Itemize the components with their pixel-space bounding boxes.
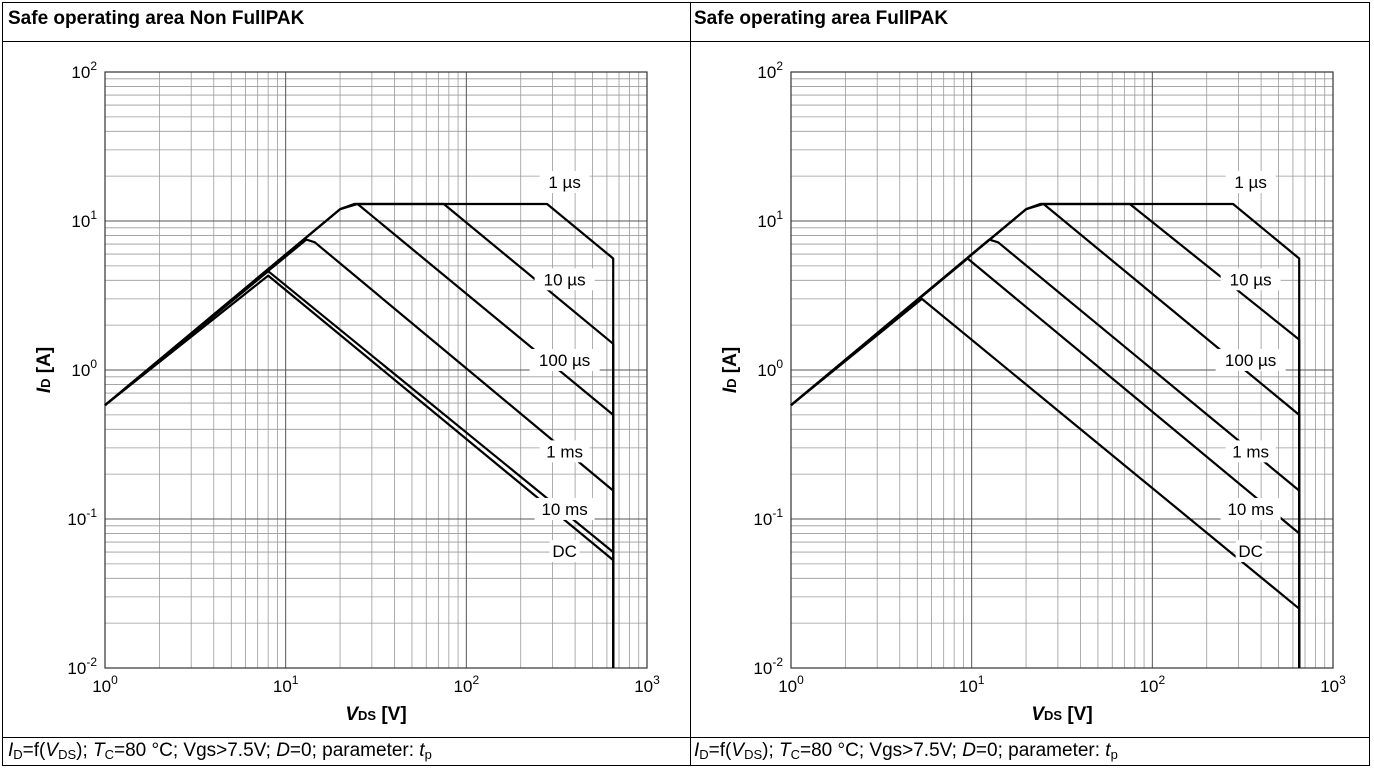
panel-title-fullpak: Safe operating area FullPAK: [694, 8, 949, 29]
y-tick-label: 10-2: [67, 655, 97, 678]
curve-label-1-us: 1 µs: [548, 173, 580, 192]
x-tick-label: 102: [1140, 673, 1166, 696]
curve-label-bg: [1215, 348, 1286, 371]
x-tick-label: 100: [778, 673, 804, 696]
series-line-10-ms: [790, 257, 1301, 668]
y-axis-label: ID [A]: [720, 347, 741, 393]
panel-title-non-fullpak: Safe operating area Non FullPAK: [8, 8, 305, 29]
curve-label-bg: [549, 540, 580, 563]
y-tick-label: 101: [71, 208, 97, 231]
grid: [104, 71, 648, 669]
soa-chart-fullpak: 100 101 102 103 10-2 10-1 100 101 102 VDS [V] ID […: [720, 59, 1346, 725]
curve-label-bg: [529, 348, 600, 371]
caption-divider: [3, 737, 1369, 738]
caption-fullpak: ID=f(VDS); TC=80 °C; Vgs>7.5V; D=0; para…: [694, 740, 1118, 762]
curve-label-1-ms: 1 ms: [1232, 442, 1269, 461]
curve-label-bg: [534, 268, 595, 291]
x-tick-label: 103: [634, 673, 660, 696]
y-tick-label: 100: [757, 357, 783, 380]
x-tick-label: 101: [273, 673, 299, 696]
x-tick-label: 102: [454, 673, 480, 696]
y-tick-label: 102: [757, 59, 783, 82]
curve-label-bg: [1225, 170, 1276, 193]
curve-label-bg: [534, 497, 595, 520]
x-tick-label: 101: [959, 673, 985, 696]
series-line-1-ms: [104, 238, 615, 668]
y-axis-label: ID [A]: [34, 347, 55, 393]
y-tick-label: 102: [71, 59, 97, 82]
x-tick-label: 103: [1320, 673, 1346, 696]
curve-label-100-us: 100 µs: [539, 351, 590, 370]
curve-label-bg: [539, 440, 590, 463]
x-axis-label: VDS [V]: [1031, 704, 1092, 725]
curve-label-dc: DC: [1238, 542, 1263, 561]
plot-border: [104, 71, 648, 669]
curve-label-10-ms: 10 ms: [1227, 500, 1273, 519]
plot-border: [790, 71, 1334, 669]
y-tick-label: 10-2: [753, 655, 783, 678]
curve-label-bg: [1225, 440, 1276, 463]
caption-non-fullpak: ID=f(VDS); TC=80 °C; Vgs>7.5V; D=0; para…: [8, 740, 432, 762]
column-divider: [690, 3, 691, 765]
series-line-1-ms: [790, 238, 1301, 668]
curve-label-10-us: 10 µs: [544, 270, 586, 289]
curve-label-bg: [539, 170, 590, 193]
series-line-dc: [790, 297, 1301, 668]
header-divider: [3, 41, 1369, 42]
series-line-dc: [104, 274, 615, 668]
y-tick-label: 10-1: [753, 506, 783, 529]
y-tick-label: 100: [71, 357, 97, 380]
y-tick-label: 101: [757, 208, 783, 231]
curve-label-1-us: 1 µs: [1234, 173, 1266, 192]
soa-chart-non-fullpak: 100 101 102 103 10-2 10-1 100 101 102 VDS [V] ID […: [34, 59, 660, 725]
curve-label-bg: [1235, 540, 1266, 563]
curve-label-1-ms: 1 ms: [546, 442, 583, 461]
series-line-10-ms: [104, 270, 615, 668]
curve-label-10-ms: 10 ms: [541, 500, 587, 519]
curve-label-bg: [1220, 497, 1281, 520]
x-axis-label: VDS [V]: [345, 704, 406, 725]
x-tick-label: 100: [92, 673, 118, 696]
curve-label-bg: [1220, 268, 1281, 291]
curve-label-dc: DC: [552, 542, 577, 561]
y-tick-label: 10-1: [67, 506, 97, 529]
curve-label-10-us: 10 µs: [1230, 270, 1272, 289]
curve-label-100-us: 100 µs: [1225, 351, 1276, 370]
